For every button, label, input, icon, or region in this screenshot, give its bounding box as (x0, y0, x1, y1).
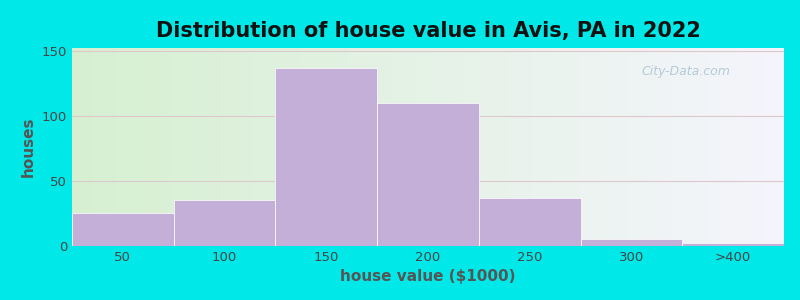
Bar (682, 243, 784, 246)
Bar (377, 103, 479, 246)
Bar (479, 198, 581, 246)
Text: City-Data.com: City-Data.com (642, 65, 730, 78)
Y-axis label: houses: houses (22, 117, 36, 177)
Bar (275, 68, 377, 246)
Bar (581, 239, 682, 246)
Bar (72, 213, 174, 246)
Title: Distribution of house value in Avis, PA in 2022: Distribution of house value in Avis, PA … (155, 21, 701, 41)
Bar (174, 200, 275, 246)
X-axis label: house value ($1000): house value ($1000) (340, 269, 516, 284)
